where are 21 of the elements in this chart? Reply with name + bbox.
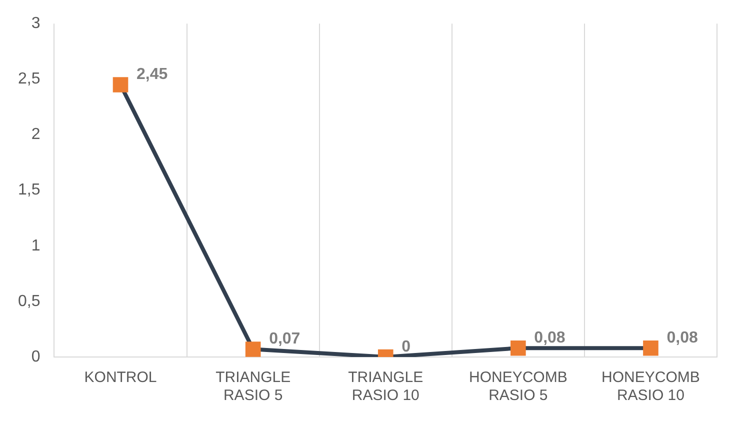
point [112,77,128,92]
y-tick-label: 2 [31,126,40,144]
data-label: 0,08 [534,330,566,347]
y-tick-label: 3 [31,15,40,32]
point [643,340,658,356]
x-tick-label: HONEYCOMB RASIO 10 [602,369,700,404]
x-tick-label: TRIANGLE RASIO 5 [216,369,291,404]
y-tick-label: 1 [31,237,40,254]
x-tick-label: KONTROL [84,369,157,386]
x-tick-label: TRIANGLE RASIO 10 [348,369,424,404]
point [510,340,526,356]
y-tick-label: 2,5 [18,70,40,88]
data-label: 0,08 [666,330,698,347]
point [245,342,261,357]
data-label: 2,45 [136,66,168,84]
data-label: 0,07 [269,330,300,348]
x-tick-label: HONEYCOMB RASIO 5 [469,369,568,404]
data-label: 0 [402,338,411,356]
y-tick-label: 0,5 [18,292,40,310]
y-tick-label: 0 [31,348,40,366]
y-tick-label: 1,5 [18,182,40,199]
